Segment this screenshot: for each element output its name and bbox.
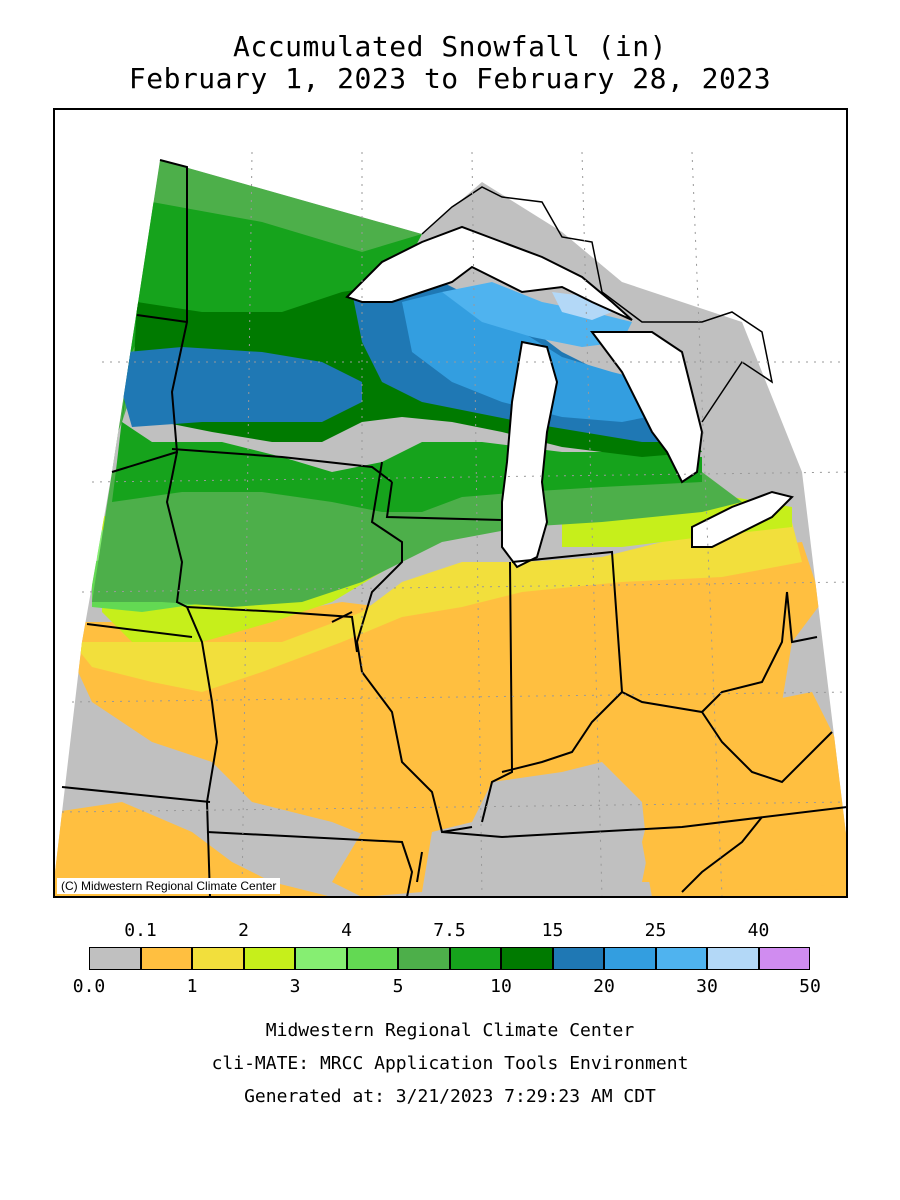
lake-michigan (501, 340, 559, 569)
legend-swatch (295, 947, 347, 970)
copyright-label: (C) Midwestern Regional Climate Center (57, 878, 281, 894)
fill-zone-green-deeper (112, 202, 702, 512)
fill-zone-palebule (552, 292, 612, 320)
legend-swatch (346, 947, 398, 970)
color-legend (89, 947, 810, 970)
lake-erie (691, 490, 794, 548)
footer-generated: Generated at: 3/21/2023 7:29:23 AM CDT (244, 1086, 656, 1107)
footer-tool: cli-MATE: MRCC Application Tools Environ… (211, 1053, 689, 1074)
legend-bottom-label: 50 (799, 976, 821, 997)
snowfall-map: (C) Midwestern Regional Climate Center (53, 108, 848, 898)
legend-swatch (140, 947, 192, 970)
legend-top-label: 2 (238, 920, 249, 941)
legend-bottom-label: 5 (392, 976, 404, 997)
footer-organization: Midwestern Regional Climate Center (265, 1020, 635, 1041)
legend-top-label: 40 (747, 920, 770, 941)
coastline-north (421, 186, 774, 423)
legend-top-label: 4 (341, 920, 352, 941)
legend-swatch (192, 947, 244, 970)
lake-superior (345, 225, 633, 321)
fill-zone-orange (55, 542, 846, 896)
legend-swatch (89, 947, 141, 970)
fill-zone-orange-mo (332, 832, 432, 896)
legend-top-label: 15 (541, 920, 564, 941)
legend-bottom-label: 30 (696, 976, 718, 997)
fill-zone-yellow (72, 522, 802, 692)
legend-bottom-label: 1 (186, 976, 198, 997)
map-canvas (55, 151, 846, 896)
legend-swatch (243, 947, 295, 970)
legend-bottom-label: 3 (289, 976, 301, 997)
legend-swatch (501, 947, 553, 970)
lake-huron (590, 331, 704, 484)
legend-swatch (552, 947, 604, 970)
legend-swatch (758, 947, 810, 970)
legend-top-label: 25 (644, 920, 667, 941)
fill-zone-blue-light (442, 282, 632, 347)
legend-swatch (707, 947, 759, 970)
legend-bottom-label: 10 (490, 976, 512, 997)
legend-swatch (655, 947, 707, 970)
legend-top-label: 7.5 (433, 920, 466, 941)
fill-zone-orange-southeast (642, 692, 846, 896)
legend-bottom-label: 0.0 (72, 976, 106, 997)
fill-zone-blue (122, 347, 362, 427)
state-borders (61, 159, 846, 896)
legend-top-label: 0.1 (124, 920, 157, 941)
legend-swatch (604, 947, 656, 970)
map-title: Accumulated Snowfall (in) (233, 30, 667, 63)
legend-bottom-label: 20 (593, 976, 615, 997)
graticule (61, 151, 846, 896)
legend-swatch (398, 947, 450, 970)
legend-swatch (449, 947, 501, 970)
map-subtitle: February 1, 2023 to February 28, 2023 (128, 62, 772, 95)
fill-zone-orange-south (55, 802, 332, 896)
